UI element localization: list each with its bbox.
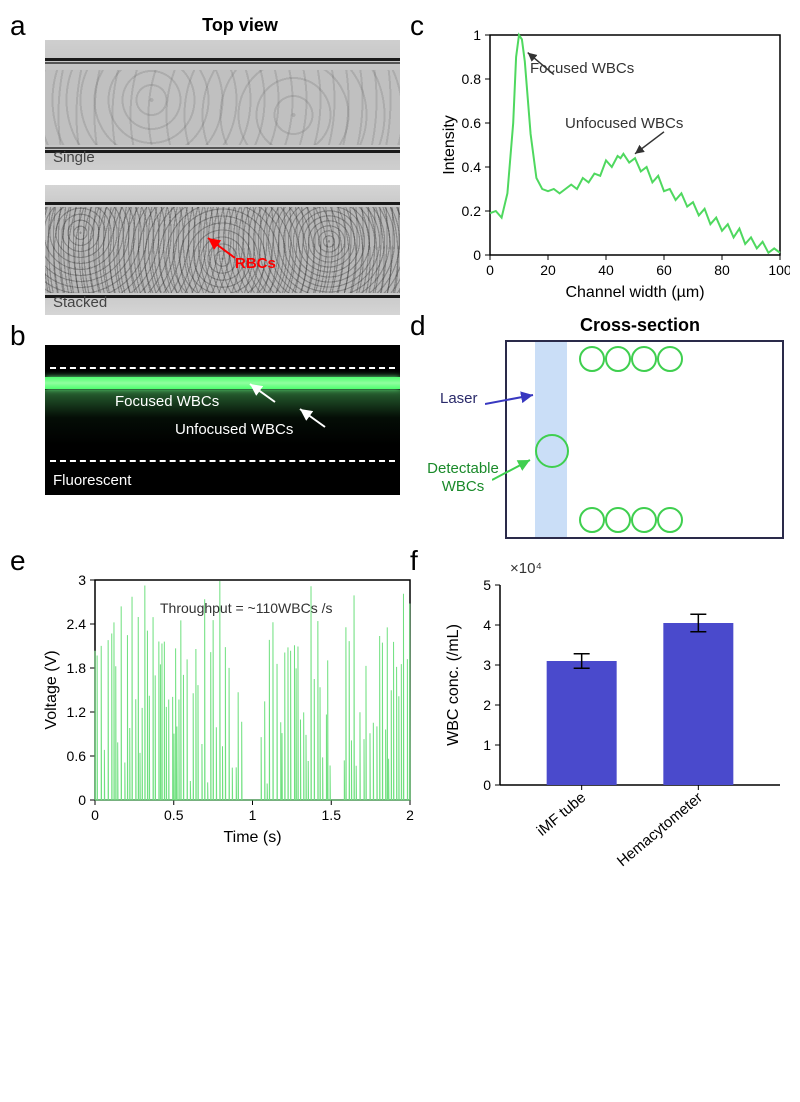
svg-text:1.5: 1.5 [322,807,342,823]
svg-text:5: 5 [483,577,491,593]
panel-a-stacked-label: Stacked [53,294,107,311]
svg-text:60: 60 [656,262,672,278]
svg-text:Hemacytometer: Hemacytometer [614,789,706,870]
svg-text:Time (s): Time (s) [223,829,281,846]
svg-text:0.2: 0.2 [462,203,482,219]
detectable-arrow-icon [492,455,537,485]
panel-d-title: Cross-section [540,315,740,336]
svg-text:0.8: 0.8 [462,71,482,87]
svg-text:0: 0 [473,247,481,263]
svg-text:1.2: 1.2 [67,704,87,720]
wbc-circle [631,507,657,533]
dashed-line-top [50,367,395,369]
detectable-wbc-circle [535,434,569,468]
panel-d-label: d [410,310,426,342]
panel-c-label: c [410,10,424,42]
svg-text:WBC conc. (/mL): WBC conc. (/mL) [445,624,462,746]
wbc-circle [605,346,631,372]
figure-root: a Top view Single RBCs Stacked b Focused… [10,10,790,1090]
svg-text:3: 3 [483,657,491,673]
svg-text:0: 0 [91,807,99,823]
panel-a-single-image: Single [45,40,400,170]
panel-f-bar-chart: 0 1 2 3 4 5 iMF tube Hemacytometer WBC conc. (/m… [440,570,790,880]
svg-text:iMF tube: iMF tube [534,789,590,840]
unfocused-wbc-label: Unfocused WBCs [175,421,293,438]
svg-text:4: 4 [483,617,491,633]
rbc-arrow-icon [200,233,240,263]
panel-a-stacked-image: RBCs Stacked [45,185,400,315]
svg-text:20: 20 [540,262,556,278]
svg-text:2: 2 [406,807,414,823]
panel-c-unfocused-annotation: Unfocused WBCs [565,115,683,132]
panel-a-title: Top view [140,15,340,36]
panel-d-cross-section [505,340,784,539]
svg-text:0.6: 0.6 [462,115,482,131]
rbc-label: RBCs [235,255,276,272]
svg-text:Intensity: Intensity [441,115,458,175]
focused-wbc-label: Focused WBCs [115,393,219,410]
panel-e-label: e [10,545,26,577]
svg-text:0: 0 [486,262,494,278]
dashed-line-bottom [50,460,395,462]
focused-arrow-icon [240,380,280,405]
svg-text:0.5: 0.5 [164,807,184,823]
svg-text:Channel width (µm): Channel width (µm) [565,284,704,301]
panel-b-fluorescent-image: Focused WBCs Unfocused WBCs Fluorescent [45,345,400,495]
svg-text:Voltage (V): Voltage (V) [43,650,60,729]
svg-text:0.6: 0.6 [67,748,87,764]
wbc-circle [657,507,683,533]
svg-text:0: 0 [78,792,86,808]
svg-text:2: 2 [483,697,491,713]
svg-text:1.8: 1.8 [67,660,87,676]
svg-text:1: 1 [249,807,257,823]
svg-text:100: 100 [768,262,790,278]
panel-c-focused-annotation: Focused WBCs [530,60,634,77]
wbc-circle [605,507,631,533]
wbc-circle [631,346,657,372]
fluorescent-label: Fluorescent [53,472,131,489]
laser-arrow-icon [485,390,540,420]
laser-label: Laser [440,390,478,407]
svg-text:0.4: 0.4 [462,159,482,175]
svg-text:2.4: 2.4 [67,616,87,632]
svg-text:1: 1 [483,737,491,753]
panel-b-label: b [10,320,26,352]
wbc-circle [579,507,605,533]
svg-text:3: 3 [78,572,86,588]
focused-wbc-band [45,377,400,389]
wbc-circle [579,346,605,372]
svg-text:0: 0 [483,777,491,793]
svg-text:40: 40 [598,262,614,278]
panel-a-label: a [10,10,26,42]
svg-text:1: 1 [473,27,481,43]
svg-text:80: 80 [714,262,730,278]
throughput-annotation: Throughput = ~110WBCs /s [160,600,333,616]
panel-a-single-label: Single [53,149,95,166]
panel-f-label: f [410,545,418,577]
wbc-circle [657,346,683,372]
unfocused-arrow-icon [290,405,330,430]
